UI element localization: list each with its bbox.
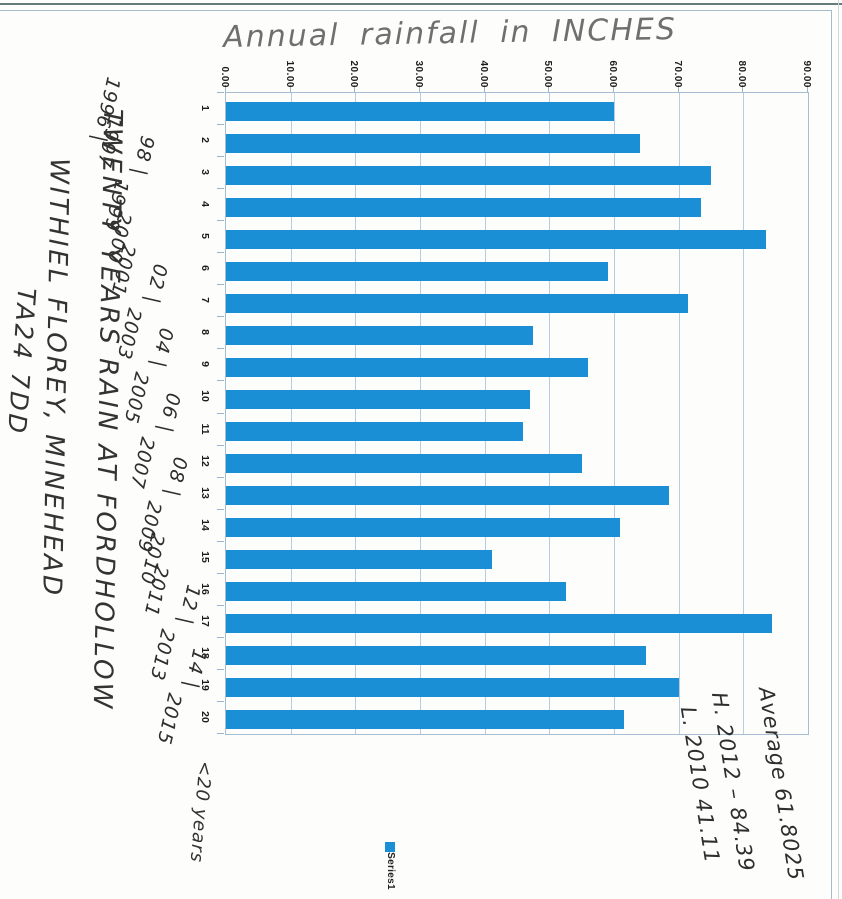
rainfall-bar (226, 678, 679, 698)
category-axis-tick (217, 252, 224, 254)
category-axis-tick (217, 316, 224, 318)
gridline (678, 93, 680, 734)
value-axis-tick (807, 85, 808, 92)
rainfall-bar (226, 486, 669, 506)
gridline (355, 93, 357, 734)
category-axis-tick (217, 284, 224, 286)
chart-outer-border (0, 10, 832, 899)
rainfall-bar (226, 357, 589, 377)
gridline (484, 93, 486, 734)
category-axis-tick (217, 540, 224, 542)
value-axis-tick (354, 85, 356, 92)
rainfall-bar (226, 101, 614, 121)
rainfall-bar (226, 389, 530, 409)
value-axis-tick (289, 85, 291, 92)
category-axis-tick (217, 380, 224, 382)
rainfall-bar (226, 454, 582, 474)
category-axis-tick (217, 572, 224, 574)
rainfall-bar (226, 293, 689, 313)
category-axis-tick (217, 476, 224, 478)
category-axis-tick (217, 92, 224, 93)
value-axis-tick (548, 85, 550, 92)
gridline (420, 93, 421, 734)
rainfall-bar (226, 229, 766, 249)
rainfall-bar (226, 646, 647, 666)
rainfall-bar (226, 550, 492, 570)
rainfall-bar (226, 518, 621, 538)
gridline (290, 93, 292, 734)
value-axis-tick (225, 85, 226, 92)
value-axis-tick (742, 85, 744, 92)
rainfall-bar (226, 133, 640, 153)
rainfall-bar (226, 582, 566, 602)
category-axis-tick (217, 444, 224, 446)
rainfall-bar (226, 165, 711, 185)
category-axis-tick (217, 668, 224, 670)
gridline (743, 93, 745, 734)
plot-area (225, 92, 809, 735)
category-axis-tick (217, 348, 224, 350)
category-axis-tick (217, 124, 224, 126)
rainfall-bar (226, 325, 534, 345)
category-axis-tick (217, 156, 224, 158)
rainfall-bar (226, 261, 608, 281)
rainfall-bar (226, 197, 702, 217)
category-axis-tick (217, 604, 224, 606)
category-axis-tick (217, 700, 224, 702)
gridline (549, 93, 551, 734)
legend-color-swatch (385, 842, 395, 852)
scan-edge-artifact-right (838, 0, 839, 899)
value-axis-tick (483, 85, 485, 92)
category-axis-tick (217, 508, 224, 510)
rainfall-bar (226, 710, 624, 730)
category-axis-tick (217, 188, 224, 190)
value-axis-tick (677, 85, 679, 92)
category-axis-tick (217, 636, 224, 638)
category-axis-tick (217, 220, 224, 222)
gridline (614, 93, 615, 734)
value-axis-tick (613, 85, 614, 92)
scan-edge-artifact (0, 3, 842, 5)
rainfall-bar (226, 422, 524, 441)
rainfall-bar (226, 614, 772, 634)
value-axis-tick (419, 85, 420, 92)
category-axis-tick (217, 412, 224, 414)
category-axis-tick (217, 733, 224, 734)
